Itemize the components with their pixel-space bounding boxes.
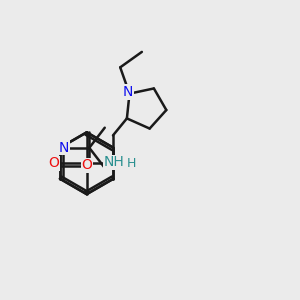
Text: O: O [81,158,92,172]
Text: O: O [49,156,59,170]
Text: NH: NH [104,155,125,170]
Text: N: N [123,85,133,99]
Text: N: N [59,141,69,155]
Text: H: H [127,157,136,170]
